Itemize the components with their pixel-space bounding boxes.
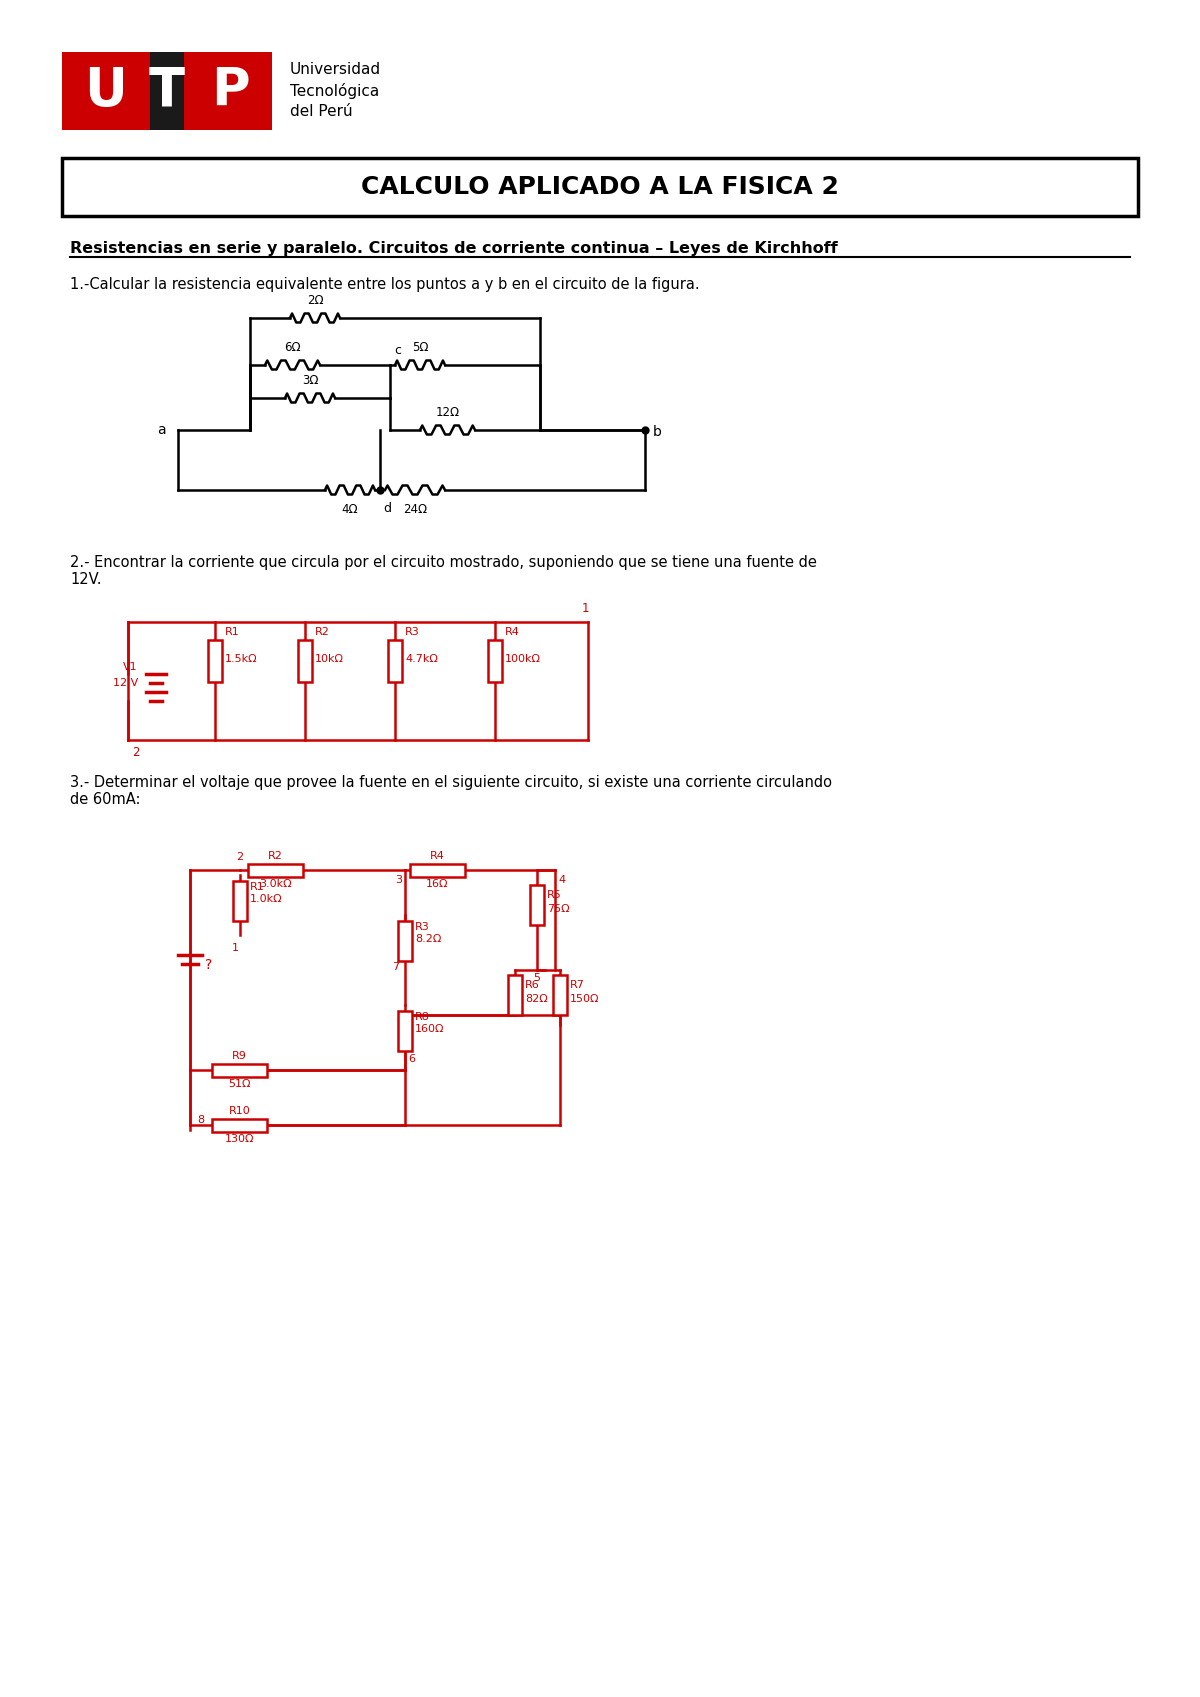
Text: 8: 8 xyxy=(197,1115,204,1125)
Text: 2: 2 xyxy=(132,747,139,759)
Bar xyxy=(398,921,412,961)
Text: 1: 1 xyxy=(581,602,589,614)
Text: 7: 7 xyxy=(392,962,398,972)
Text: CALCULO APLICADO A LA FISICA 2: CALCULO APLICADO A LA FISICA 2 xyxy=(361,175,839,199)
Text: Resistencias en serie y paralelo. Circuitos de corriente continua – Leyes de Kir: Resistencias en serie y paralelo. Circui… xyxy=(70,241,838,256)
Text: 4: 4 xyxy=(558,876,565,886)
Text: 75Ω: 75Ω xyxy=(547,905,570,915)
Text: 12Ω: 12Ω xyxy=(436,406,460,419)
Text: Tecnológica: Tecnológica xyxy=(290,83,379,98)
Text: ?: ? xyxy=(205,959,212,972)
Text: 2: 2 xyxy=(236,852,244,862)
Text: V1: V1 xyxy=(124,662,138,672)
Text: R5: R5 xyxy=(547,889,562,899)
Text: R6: R6 xyxy=(526,979,540,989)
Bar xyxy=(410,864,466,876)
Bar xyxy=(62,53,272,131)
Text: R10: R10 xyxy=(229,1106,251,1117)
Text: 4Ω: 4Ω xyxy=(342,502,359,516)
Text: 3.- Determinar el voltaje que provee la fuente en el siguiente circuito, si exis: 3.- Determinar el voltaje que provee la … xyxy=(70,776,832,808)
Text: 16Ω: 16Ω xyxy=(426,879,449,889)
Bar xyxy=(388,640,402,682)
Text: R1: R1 xyxy=(250,882,265,893)
Text: P: P xyxy=(211,64,250,117)
Text: R7: R7 xyxy=(570,979,584,989)
Text: R4: R4 xyxy=(430,850,445,860)
Bar xyxy=(398,1011,412,1050)
Bar xyxy=(233,881,247,921)
Text: 6: 6 xyxy=(408,1054,415,1064)
Bar xyxy=(248,864,302,876)
Text: 1.5kΩ: 1.5kΩ xyxy=(226,653,258,664)
Text: 24Ω: 24Ω xyxy=(403,502,427,516)
Text: 5: 5 xyxy=(533,972,540,983)
Text: 160Ω: 160Ω xyxy=(415,1023,444,1033)
Text: R2: R2 xyxy=(314,626,330,636)
Text: 8.2Ω: 8.2Ω xyxy=(415,933,442,944)
Bar xyxy=(488,640,502,682)
Bar xyxy=(150,53,184,131)
Text: R1: R1 xyxy=(226,626,240,636)
Text: b: b xyxy=(653,424,662,440)
Text: 150Ω: 150Ω xyxy=(570,994,600,1005)
Text: 130Ω: 130Ω xyxy=(224,1134,254,1144)
Bar xyxy=(530,886,544,925)
Text: T: T xyxy=(149,64,185,117)
Bar xyxy=(508,976,522,1015)
Text: 3.0kΩ: 3.0kΩ xyxy=(259,879,292,889)
Text: Universidad: Universidad xyxy=(290,63,382,78)
Text: 2.- Encontrar la corriente que circula por el circuito mostrado, suponiendo que : 2.- Encontrar la corriente que circula p… xyxy=(70,555,817,587)
Text: c: c xyxy=(394,344,401,356)
Text: R8: R8 xyxy=(415,1011,430,1022)
Text: 2Ω: 2Ω xyxy=(307,294,323,307)
Bar xyxy=(62,158,1138,216)
Text: R2: R2 xyxy=(268,850,283,860)
Bar xyxy=(298,640,312,682)
Text: a: a xyxy=(157,423,166,438)
Bar xyxy=(208,640,222,682)
Text: R3: R3 xyxy=(406,626,420,636)
Text: 6Ω: 6Ω xyxy=(284,341,301,355)
Text: R3: R3 xyxy=(415,921,430,932)
Text: 82Ω: 82Ω xyxy=(526,994,547,1005)
Text: 1.-Calcular la resistencia equivalente entre los puntos a y b en el circuito de : 1.-Calcular la resistencia equivalente e… xyxy=(70,278,700,292)
Bar xyxy=(553,976,568,1015)
Bar xyxy=(212,1064,266,1076)
Text: 1.0kΩ: 1.0kΩ xyxy=(250,894,283,905)
Text: 4.7kΩ: 4.7kΩ xyxy=(406,653,438,664)
Text: U: U xyxy=(84,64,127,117)
Text: 10kΩ: 10kΩ xyxy=(314,653,344,664)
Text: 1: 1 xyxy=(232,944,239,954)
Text: 5Ω: 5Ω xyxy=(412,341,428,355)
Text: R4: R4 xyxy=(505,626,520,636)
Text: 100kΩ: 100kΩ xyxy=(505,653,541,664)
Text: 51Ω: 51Ω xyxy=(228,1079,251,1089)
Text: 12 V: 12 V xyxy=(113,679,138,687)
Text: d: d xyxy=(383,502,391,514)
Text: 3: 3 xyxy=(395,876,402,886)
Text: R9: R9 xyxy=(232,1050,247,1061)
Text: 3Ω: 3Ω xyxy=(301,373,318,387)
Bar xyxy=(212,1118,266,1132)
Text: del Perú: del Perú xyxy=(290,105,353,119)
